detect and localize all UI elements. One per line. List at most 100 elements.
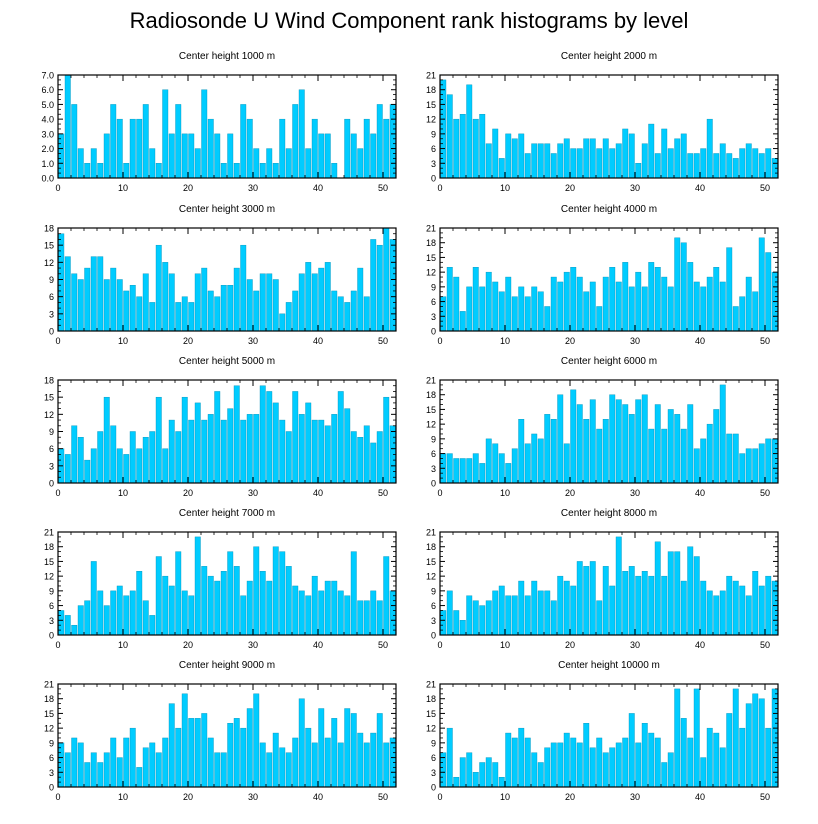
y-tick-label: 21	[426, 71, 436, 81]
bar	[168, 273, 175, 332]
bar	[635, 271, 642, 332]
x-tick-label: 10	[118, 488, 128, 498]
bar	[557, 742, 564, 788]
y-tick-label: 18	[426, 390, 436, 400]
bar	[259, 571, 266, 636]
bar	[726, 153, 733, 179]
x-tick-label: 40	[313, 183, 323, 193]
bar	[531, 143, 538, 179]
y-tick-label: 12	[44, 572, 54, 582]
bar	[305, 262, 312, 332]
panel-1: Center height 1000 m 0.0 1.0 2.0 3.0 4.0 5.0 6.…	[41, 51, 397, 193]
y-tick-label: 9	[431, 129, 436, 139]
bar	[693, 281, 700, 332]
bar	[110, 737, 117, 788]
y-tick-label: 9	[431, 434, 436, 444]
bar	[383, 396, 390, 484]
bar	[628, 566, 635, 636]
x-tick-label: 40	[695, 183, 705, 193]
bar	[149, 742, 156, 788]
bar	[745, 448, 752, 484]
x-tick-label: 10	[500, 792, 510, 802]
bar	[719, 590, 726, 636]
bar	[272, 163, 279, 179]
bar	[674, 138, 681, 179]
bar	[693, 448, 700, 484]
bar	[331, 718, 338, 788]
bar	[654, 267, 661, 332]
bar	[58, 233, 65, 332]
bar	[492, 128, 499, 179]
bar	[331, 163, 338, 179]
panel-10: Center height 10000 m 0 3 6 9 12 15 18 21 0 10 20 30…	[426, 660, 779, 802]
y-tick-label: 3	[431, 159, 436, 169]
bar	[589, 747, 596, 788]
bar	[661, 128, 668, 179]
x-tick-label: 0	[55, 792, 60, 802]
x-tick-label: 20	[183, 488, 193, 498]
bar	[472, 118, 479, 179]
bar	[90, 752, 97, 788]
bar	[758, 153, 765, 179]
bar	[383, 556, 390, 636]
bar	[318, 419, 325, 484]
bar	[279, 118, 286, 179]
bar	[155, 556, 162, 636]
bar	[518, 580, 525, 636]
bar	[674, 688, 681, 788]
bar	[246, 580, 253, 636]
panel-title: Center height 7000 m	[179, 508, 275, 519]
bar	[142, 273, 149, 332]
x-tick-label: 30	[248, 336, 258, 346]
bar	[583, 138, 590, 179]
bar	[370, 239, 377, 332]
bar	[446, 453, 453, 484]
x-tick-label: 20	[565, 183, 575, 193]
bar	[207, 414, 214, 484]
bar	[253, 414, 260, 484]
y-tick-label: 6	[49, 753, 54, 763]
bar	[181, 396, 188, 484]
x-tick-label: 50	[378, 640, 388, 650]
y-tick-label: 15	[426, 709, 436, 719]
bar	[357, 148, 364, 179]
bar	[596, 148, 603, 179]
bar	[674, 414, 681, 484]
bar	[344, 708, 351, 788]
bar	[466, 752, 473, 788]
bar	[596, 428, 603, 484]
bar	[719, 384, 726, 484]
bar	[570, 267, 577, 332]
bar	[583, 419, 590, 484]
x-tick-label: 0	[437, 792, 442, 802]
bar	[220, 419, 227, 484]
bar	[622, 404, 629, 484]
bar	[136, 118, 143, 179]
bar	[162, 89, 169, 179]
bar	[563, 443, 570, 484]
bar	[71, 425, 78, 484]
bar	[201, 419, 208, 484]
bar	[719, 143, 726, 179]
bar	[116, 448, 123, 484]
bar	[706, 590, 713, 636]
bar	[609, 585, 616, 636]
panel-title: Center height 3000 m	[179, 204, 275, 215]
bar	[246, 708, 253, 788]
bar	[706, 276, 713, 332]
bar	[511, 448, 518, 484]
bar	[246, 279, 253, 332]
bar	[498, 158, 505, 179]
bar	[674, 551, 681, 636]
bar	[628, 286, 635, 332]
y-tick-label: 6.0	[41, 85, 54, 95]
bar	[188, 419, 195, 484]
bar	[142, 747, 149, 788]
bar	[97, 256, 104, 332]
main-title: Radiosonde U Wind Component rank histogr…	[129, 8, 689, 33]
bar	[103, 605, 110, 636]
x-tick-label: 30	[630, 183, 640, 193]
bar	[557, 281, 564, 332]
bar	[240, 595, 247, 636]
bar	[453, 458, 460, 484]
